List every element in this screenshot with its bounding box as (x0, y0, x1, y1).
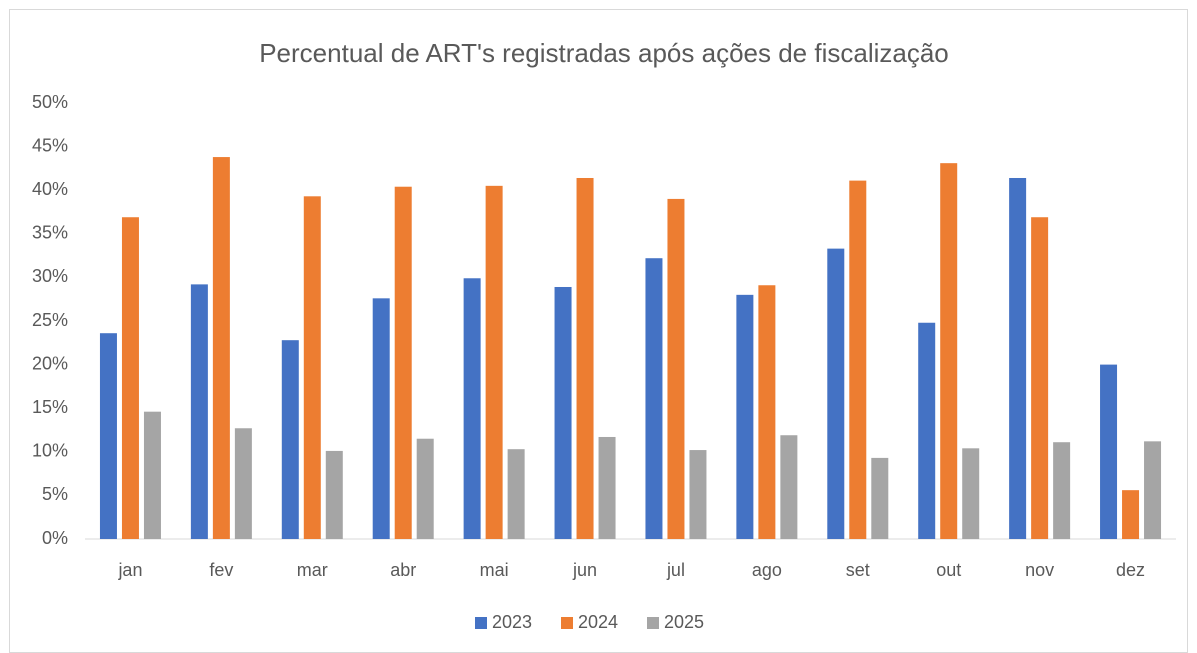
bar (758, 285, 776, 539)
x-tick-label: jan (117, 560, 142, 580)
y-tick-label: 20% (32, 353, 68, 373)
bar (212, 157, 230, 539)
bar (463, 278, 481, 539)
legend-swatch (561, 617, 573, 629)
legend-label: 2025 (664, 612, 704, 632)
x-tick-label: abr (390, 560, 416, 580)
legend-swatch (647, 617, 659, 629)
y-tick-label: 10% (32, 441, 68, 461)
y-tick-label: 35% (32, 223, 68, 243)
bar (416, 438, 434, 539)
x-tick-label: mai (480, 560, 509, 580)
bar (918, 322, 936, 539)
bar (99, 333, 117, 539)
y-tick-label: 30% (32, 266, 68, 286)
legend-label: 2024 (578, 612, 618, 632)
bar (667, 198, 685, 540)
y-tick-label: 15% (32, 397, 68, 417)
y-tick-label: 25% (32, 310, 68, 330)
bar (372, 298, 390, 539)
legend-label: 2023 (492, 612, 532, 632)
bar (554, 286, 572, 539)
y-tick-label: 50% (32, 92, 68, 112)
bar (485, 185, 503, 539)
bar (871, 457, 889, 539)
bar (325, 450, 343, 539)
bar (1122, 490, 1140, 539)
legend-swatch (475, 617, 487, 629)
bar (1009, 177, 1027, 539)
y-tick-label: 5% (42, 484, 68, 504)
bar (234, 428, 252, 539)
bar (507, 449, 525, 539)
x-tick-label: nov (1025, 560, 1054, 580)
x-tick-label: jul (666, 560, 685, 580)
bar (598, 436, 616, 539)
bar (190, 284, 208, 539)
bar (1100, 364, 1118, 539)
x-tick-label: dez (1116, 560, 1145, 580)
bar (576, 177, 594, 539)
bar (281, 340, 299, 539)
x-tick-label: ago (752, 560, 782, 580)
bar (940, 163, 958, 539)
bar (645, 258, 663, 539)
bar (1031, 217, 1049, 539)
bar (143, 411, 161, 539)
chart-title: Percentual de ART's registradas após açõ… (259, 38, 949, 68)
bar (1144, 441, 1162, 539)
bar (849, 180, 867, 539)
y-tick-label: 40% (32, 179, 68, 199)
x-tick-label: fev (209, 560, 233, 580)
x-tick-label: jun (572, 560, 597, 580)
bar (689, 450, 707, 539)
bar (303, 196, 321, 539)
bar (394, 186, 412, 539)
x-tick-label: out (936, 560, 961, 580)
bar (827, 248, 845, 539)
x-tick-label: mar (297, 560, 328, 580)
bar (121, 217, 139, 539)
x-tick-label: set (846, 560, 870, 580)
bar (1053, 442, 1071, 539)
bar (780, 435, 798, 539)
bar (736, 294, 754, 539)
y-tick-label: 0% (42, 528, 68, 548)
y-tick-label: 45% (32, 135, 68, 155)
bar (962, 448, 980, 539)
